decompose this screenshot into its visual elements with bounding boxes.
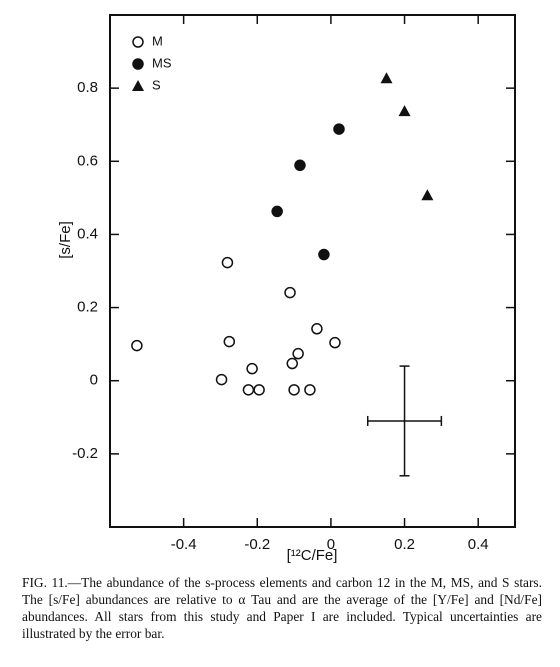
point bbox=[294, 159, 306, 172]
figure-caption: FIG. 11.—The abundance of the s-process … bbox=[22, 575, 542, 641]
point bbox=[329, 336, 341, 349]
x-tick-label: -0.4 bbox=[171, 536, 197, 553]
point bbox=[288, 384, 300, 396]
point bbox=[292, 347, 304, 360]
x-tick-label: 0.2 bbox=[394, 536, 415, 553]
y-tick-label: 0.4 bbox=[77, 225, 98, 242]
point bbox=[271, 205, 283, 218]
point bbox=[318, 248, 330, 261]
legend-label: MS bbox=[152, 55, 172, 70]
legend-marker bbox=[132, 36, 144, 48]
point bbox=[131, 339, 143, 352]
point bbox=[221, 256, 234, 269]
x-tick-label: -0.2 bbox=[244, 536, 270, 553]
point bbox=[304, 384, 316, 396]
point bbox=[246, 362, 258, 375]
plot-frame bbox=[109, 14, 516, 528]
point bbox=[284, 286, 296, 299]
legend-marker bbox=[132, 80, 144, 91]
point bbox=[333, 123, 345, 135]
point bbox=[398, 105, 411, 117]
y-tick-label: 0.6 bbox=[77, 152, 98, 169]
point bbox=[223, 335, 236, 348]
legend-label: M bbox=[152, 33, 163, 48]
x-tick-label: 0 bbox=[327, 536, 335, 553]
legend-marker bbox=[132, 58, 144, 70]
chart: [¹²C/Fe] [s/Fe] -0.4 -0.2 0 0.2 0.4 -0.2 0 0.2 0… bbox=[57, 14, 516, 564]
point bbox=[215, 373, 228, 386]
y-tick-label: 0 bbox=[90, 372, 98, 389]
point bbox=[286, 357, 298, 370]
point bbox=[380, 72, 393, 84]
x-tick-label: 0.4 bbox=[468, 536, 489, 553]
point bbox=[242, 384, 255, 396]
y-tick-label: 0.2 bbox=[77, 299, 98, 316]
x-axis-label: [¹²C/Fe] bbox=[287, 547, 338, 564]
point bbox=[253, 384, 265, 396]
point bbox=[421, 189, 434, 201]
y-axis-label: [s/Fe] bbox=[57, 221, 74, 259]
y-tick-label: 0.8 bbox=[77, 79, 98, 96]
legend-label: S bbox=[152, 77, 161, 92]
y-tick-label: -0.2 bbox=[72, 445, 98, 462]
point bbox=[311, 323, 323, 335]
